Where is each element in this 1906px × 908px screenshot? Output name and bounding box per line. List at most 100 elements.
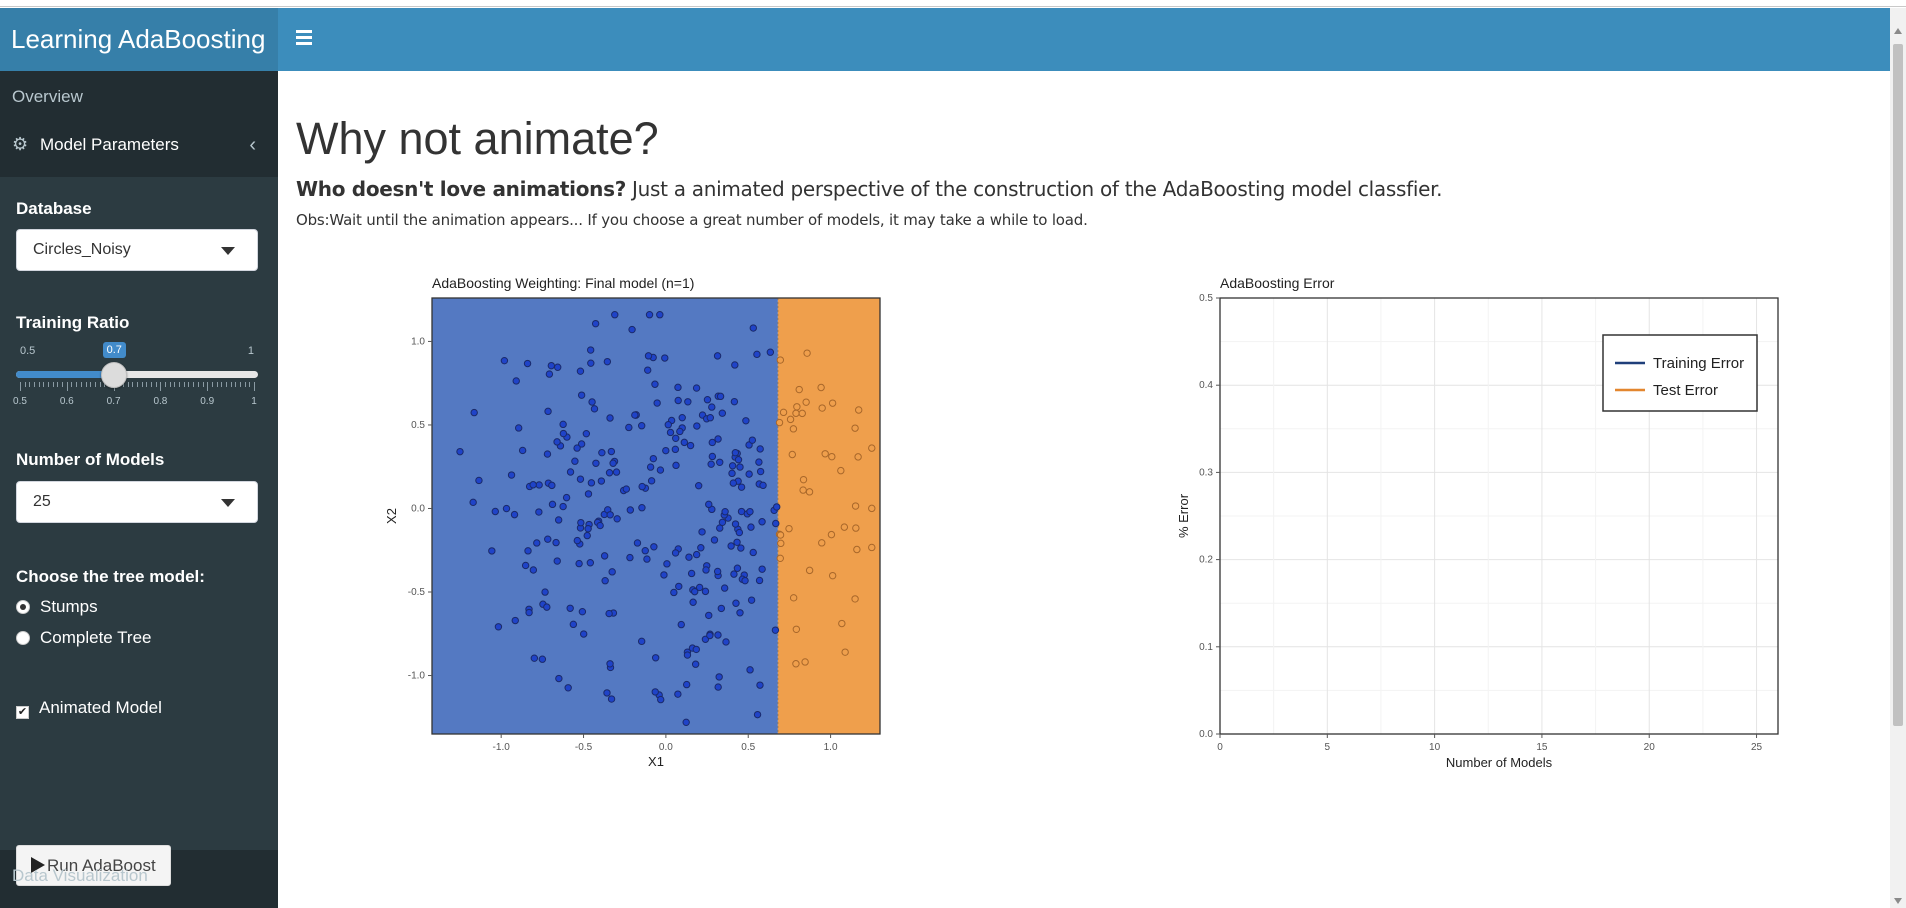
slider-handle[interactable] [100,362,127,388]
scatter-point [592,459,600,467]
scatter-point [805,566,814,575]
scatter-point [705,611,713,620]
scatter-point [651,688,659,696]
radio-stumps[interactable]: Stumps [16,597,98,617]
scatter-point [625,423,633,432]
scatter-point [543,603,551,611]
sidebar-item-model-parameters[interactable]: ⚙ Model Parameters ‹ [0,134,278,156]
scatter-point [716,524,724,532]
scatter-point [795,385,803,394]
scatter-point [591,319,600,328]
scatter-point [755,576,764,585]
scatter-point [828,399,837,407]
app-brand[interactable]: Learning AdaBoosting [0,8,278,71]
slider-tick [165,382,167,387]
slider-tick [211,382,213,387]
scatter-point [731,361,739,369]
scatter-point [525,608,533,617]
scatter-point [779,408,788,417]
number-of-models-select[interactable]: 25 [16,481,258,523]
scatter-point [691,660,700,668]
scatter-point [518,446,527,455]
scatter-point [766,348,775,356]
scatter-point [733,538,741,546]
chevron-left-icon[interactable]: ‹ [249,134,256,156]
x-tick-label: 15 [1536,742,1548,753]
scatter-point [868,543,876,552]
scroll-thumb[interactable] [1893,44,1903,726]
vertical-scrollbar[interactable] [1890,8,1906,908]
scatter-point [689,598,697,606]
animated-model-checkbox[interactable]: ✔ Animated Model [16,698,162,719]
scatter-point [633,539,642,547]
database-select[interactable]: Circles_Noisy [16,229,258,271]
number-of-models-value: 25 [33,493,51,510]
scatter-point [734,456,743,464]
plot-frame [1219,297,1779,735]
scatter-point [644,366,652,374]
scatter-point [544,535,552,543]
scatter-point [524,547,532,555]
scatter-point [706,414,715,422]
scatter-point [714,683,722,691]
sidebar-item-data-visualization[interactable]: Data Visualization [12,866,148,885]
scatter-point [737,544,745,552]
scatter-point [587,479,596,487]
slider-tick [76,382,78,387]
subtitle-bold: Who doesn't love animations? [296,177,626,201]
sidebar-item-overview[interactable]: Overview [12,87,83,106]
slider-tick [235,382,237,387]
scatter-point [666,428,675,437]
slider-tick [193,382,195,387]
checkbox-checked-icon[interactable]: ✔ [16,706,29,719]
slider-tick [160,382,162,391]
slider-track[interactable] [16,371,258,378]
scatter-point [799,475,808,484]
scatter-point [708,452,717,461]
slider-tick [80,382,82,387]
scatter-point [792,660,800,668]
scatter-point [491,507,499,516]
scatter-point [714,631,722,639]
scatter-point [663,560,671,568]
scatter-point [747,596,756,604]
run-adaboost-button[interactable]: Run AdaBoost [16,845,171,886]
scatter-point [575,559,583,568]
scatter-point [674,690,682,698]
scatter-point [684,398,692,406]
scatter-point [686,441,695,450]
scroll-down-icon[interactable] [1894,898,1902,904]
scatter-point [771,626,780,634]
scatter-point [577,391,586,399]
main-content: Why not animate? Who doesn't love animat… [278,71,1890,908]
slider-tick [90,382,92,387]
radio-button[interactable] [16,631,30,645]
scatter-point [691,587,699,596]
scatter-point [587,359,595,367]
scatter-point [721,507,729,516]
training-ratio-slider[interactable]: 0.5 1 0.7 0.5 0.6 0.7 0.8 0.9 1 [13,342,258,412]
slider-tick [183,382,185,387]
slider-tick [207,382,209,391]
scatter-point [703,396,712,404]
scatter-point [608,568,616,576]
radio-complete-tree[interactable]: Complete Tree [16,628,152,648]
scatter-point [730,397,739,406]
scatter-point [500,356,509,365]
scatter-point [566,468,575,476]
scatter-point [597,477,606,485]
slider-ticks [16,382,258,394]
scroll-up-icon[interactable] [1894,28,1902,34]
scatter-point [746,507,754,516]
scatter-point [671,549,680,557]
radio-button-checked[interactable] [16,600,30,614]
scatter-point [708,403,716,411]
scatter-point [693,422,701,430]
menu-toggle-icon[interactable] [296,30,314,46]
scatter-point [559,420,567,429]
scatter-point [759,481,767,490]
scatter-point [716,458,724,466]
scatter-point [701,587,710,596]
slider-tick [216,382,218,387]
